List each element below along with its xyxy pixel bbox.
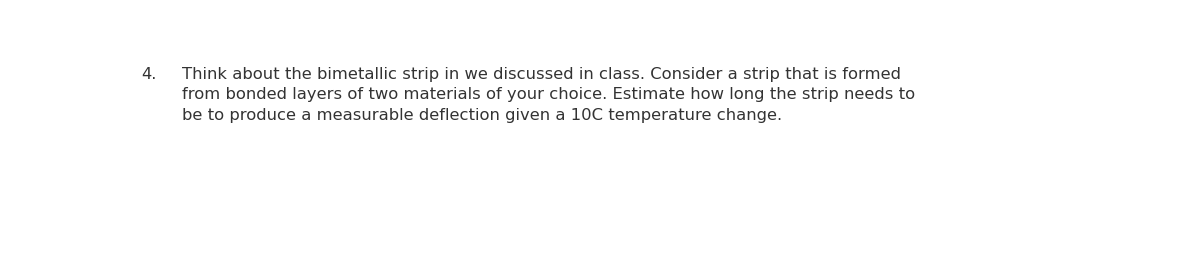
Text: Think about the bimetallic strip in we discussed in class. Consider a strip that: Think about the bimetallic strip in we d… [182,67,916,123]
Text: 4.: 4. [142,67,157,82]
